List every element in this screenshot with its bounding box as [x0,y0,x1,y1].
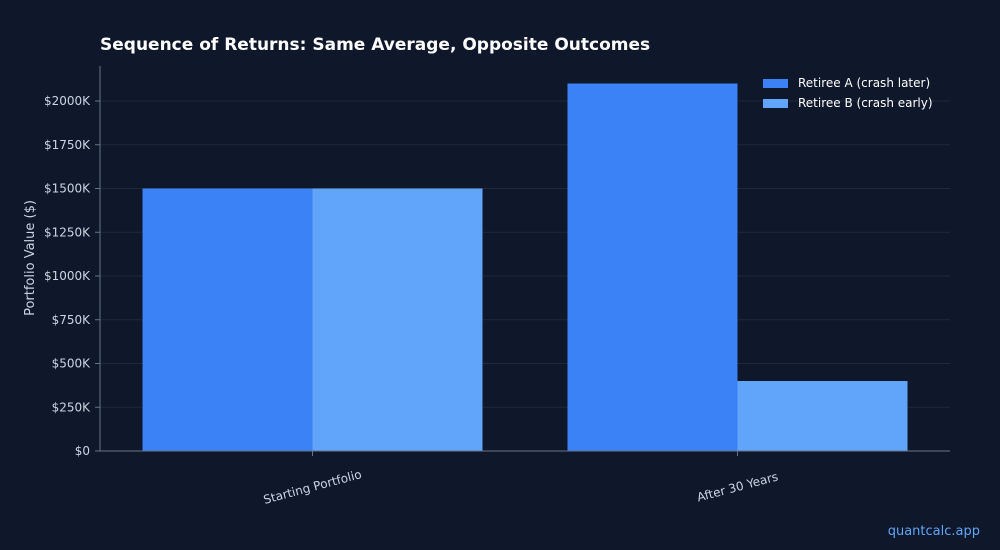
y-tick-label: $1750K [44,138,91,152]
y-tick-label: $1250K [44,225,91,239]
bars [142,83,908,451]
legend-label: Retiree B (crash early) [798,96,933,110]
x-tick-label: After 30 Years [695,469,779,504]
x-tick-label: Starting Portfolio [262,467,363,507]
bar-retiree-b [737,381,908,451]
legend-swatch [763,79,788,88]
y-axis-label: Portfolio Value ($) [23,200,38,316]
bar-retiree-a [567,83,738,451]
bar-retiree-a [142,188,313,451]
legend-label: Retiree A (crash later) [798,76,930,90]
legend: Retiree A (crash later) Retiree B (crash … [763,76,933,110]
y-tick-label: $1500K [44,182,91,196]
bar-retiree-b [312,188,483,451]
y-tick-label: $0 [75,444,90,458]
y-tick-label: $2000K [44,94,91,108]
y-tick-label: $250K [52,400,92,414]
y-tick-label: $750K [52,313,92,327]
y-tick-label: $1000K [44,269,91,283]
watermark: quantcalc.app [887,524,980,539]
y-tick-label: $500K [52,357,92,371]
chart-title: Sequence of Returns: Same Average, Oppos… [100,35,650,55]
legend-swatch [763,99,788,108]
